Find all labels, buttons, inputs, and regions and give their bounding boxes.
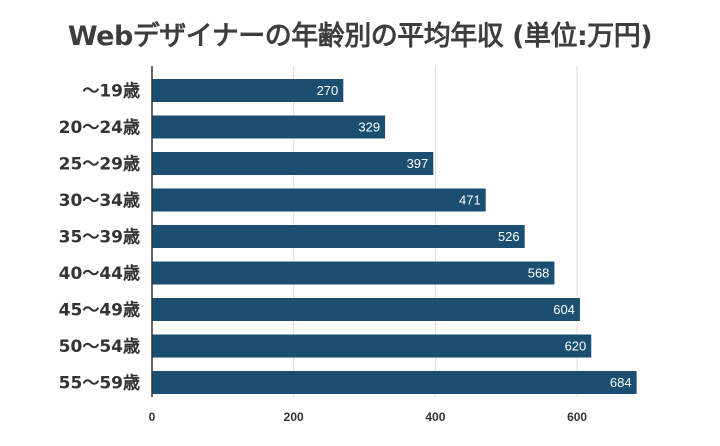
category-label: 40～44歳 (59, 263, 140, 284)
category-label: 25～29歳 (59, 154, 140, 175)
data-label: 471 (459, 193, 481, 208)
bar (152, 79, 344, 102)
data-label: 604 (553, 302, 575, 317)
category-label: 50～54歳 (59, 336, 140, 357)
category-label: 45～49歳 (59, 300, 140, 321)
category-label: 35～39歳 (59, 227, 140, 248)
category-label: 55～59歳 (59, 373, 140, 394)
bar (152, 371, 637, 394)
bar (152, 298, 580, 321)
x-tick-label: 600 (567, 410, 587, 424)
data-label: 568 (528, 266, 550, 281)
bar (152, 152, 434, 175)
bar (152, 261, 555, 285)
data-label: 397 (407, 156, 429, 171)
category-label: ～19歳 (82, 81, 140, 102)
data-label: 329 (358, 120, 380, 135)
data-label: 270 (317, 83, 339, 98)
category-label: 20～24歳 (59, 117, 140, 138)
data-label: 526 (498, 229, 520, 244)
x-tick-label: 0 (149, 410, 156, 424)
bar (152, 334, 592, 358)
data-label: 684 (610, 375, 632, 390)
data-label: 620 (565, 339, 587, 354)
category-label: 30～34歳 (59, 190, 140, 211)
x-tick-label: 400 (425, 410, 445, 424)
bar (152, 225, 525, 248)
chart-title: Webデザイナーの年齢別の平均年収 (単位:万円) (67, 21, 653, 52)
bar (152, 188, 486, 212)
x-tick-label: 200 (284, 410, 304, 424)
bar (152, 115, 386, 139)
